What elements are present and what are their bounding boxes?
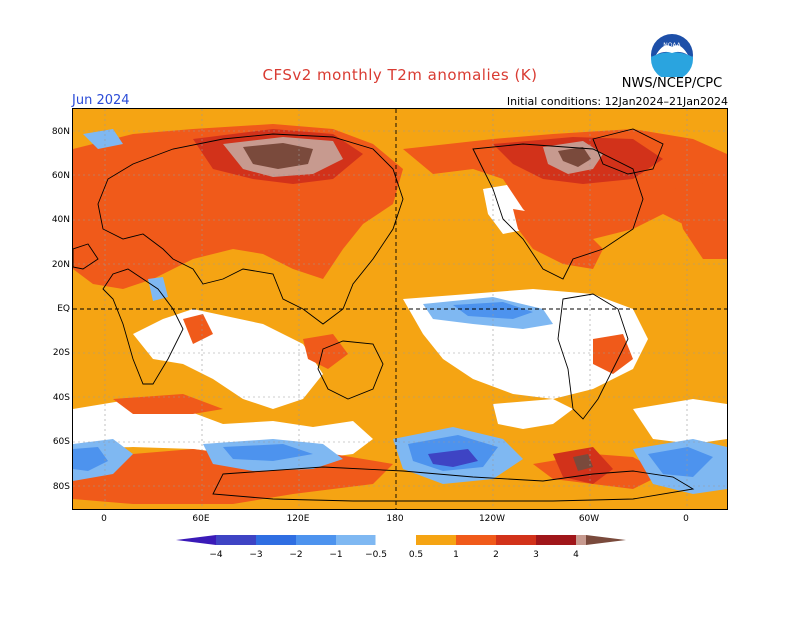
cool-anomaly-region [83,129,123,149]
legend-label: −3 [249,550,262,560]
month-label: Jun 2024 [72,93,130,108]
agency-label: NWS/NCEP/CPC [621,76,723,91]
legend-label: −2 [289,550,302,560]
svg-text:NOAA: NOAA [663,42,681,49]
extreme-anomaly-region [558,147,591,167]
legend-swatch-lt-m4 [176,535,216,545]
anomaly-field [73,109,727,509]
legend-swatch-m3-m2 [256,535,296,545]
legend-swatch-m1-m05 [336,535,376,545]
legend-swatch-neutral [375,535,417,546]
map-title: CFSv2 monthly T2m anomalies (K) [262,66,538,84]
legend-label: −4 [209,550,223,560]
lat-label-60n: 60N [51,171,70,181]
lat-label-40s: 40S [52,393,70,403]
initial-conditions-label: Initial conditions: 12Jan2024–21Jan2024 [506,95,728,108]
cool-anomaly-region [648,447,713,477]
lat-label-60s: 60S [52,437,70,447]
lon-label-0-east: 0 [683,514,689,524]
lat-label-20s: 20S [52,348,70,358]
lon-label-0: 0 [101,514,107,524]
warm-anomaly-region [73,219,163,279]
legend-swatch-gt4-dark [586,535,626,545]
legend-label: 2 [493,550,499,560]
legend-swatch-m2-m1 [296,535,336,545]
legend-label: 4 [573,550,579,560]
lat-label-40n: 40N [51,215,70,225]
warm-anomaly-region [593,334,633,374]
cool-anomaly-region [223,444,313,461]
neutral-region [633,399,727,444]
map-axes [73,109,727,509]
cool-anomaly-region [73,447,108,471]
warm-anomaly-region [303,334,348,369]
anomaly-map [72,108,728,510]
neutral-region [493,399,573,429]
lon-label-120e: 120E [286,514,310,524]
extreme-anomaly-region [573,454,593,471]
legend-swatch-p3-4 [536,535,576,545]
lon-label-60w: 60W [578,514,600,524]
cool-anomaly-region [428,449,478,467]
lon-label-60e: 60E [192,514,210,524]
legend-label: 3 [533,550,539,560]
lat-label-80n: 80N [51,127,70,137]
warm-anomaly-region [183,314,213,344]
warm-anomaly-region [113,394,223,414]
lon-label-120w: 120W [478,514,506,524]
legend-swatch-p05-1 [416,535,456,545]
legend-swatch-p2-3 [496,535,536,545]
legend-swatch-gt4 [576,535,586,545]
legend-label: −0.5 [365,550,387,560]
lat-label-20n: 20N [51,260,70,270]
warm-anomaly-region [673,179,727,259]
lat-label-eq: EQ [57,304,70,314]
noaa-logo: NOAA [651,34,693,77]
legend-label: 1 [453,550,459,560]
lon-label-180: 180 [386,514,404,524]
legend-swatch-p1-2 [456,535,496,545]
legend-swatch-m4-m3 [216,535,256,545]
legend-colorbar: −4 −3 −2 −1 −0.5 0.5 1 2 3 4 [176,535,626,560]
extreme-anomaly-region [243,143,313,169]
legend-label: −1 [329,550,342,560]
lat-label-80s: 80S [52,482,70,492]
warm-anomaly-region [513,209,603,269]
coastlines [73,128,695,502]
legend-label: 0.5 [409,550,423,560]
